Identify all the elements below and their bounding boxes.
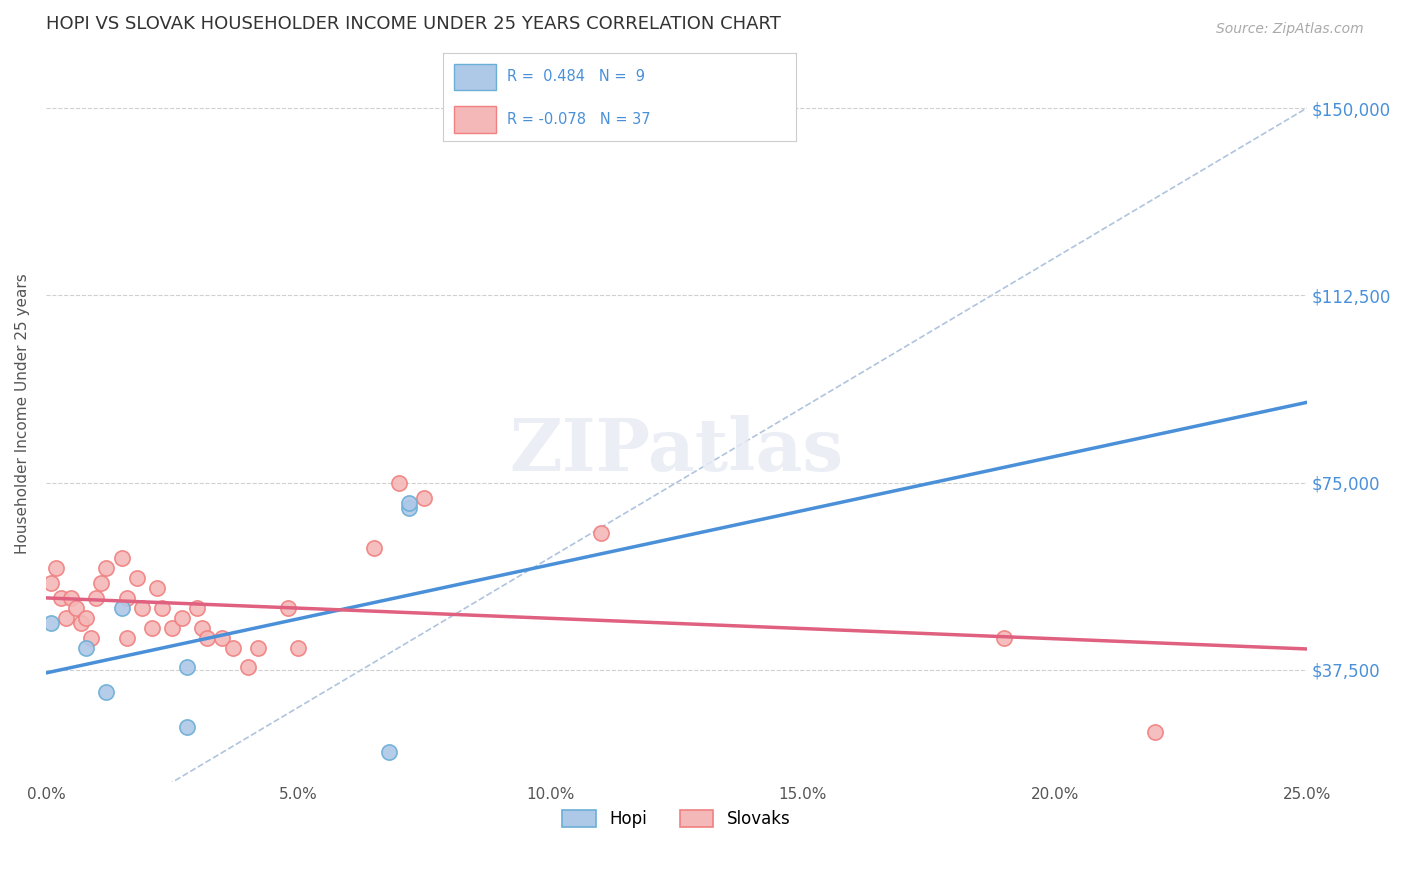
Point [993, 631, 1015, 645]
Point [60, 591, 83, 605]
Point [211, 631, 233, 645]
Point [176, 660, 198, 674]
Point [589, 525, 612, 540]
Point [398, 496, 420, 510]
Point [115, 591, 138, 605]
Point [195, 631, 218, 645]
Point [221, 640, 243, 655]
Point [413, 491, 436, 505]
Point [277, 600, 299, 615]
Point [378, 745, 401, 759]
Point [186, 600, 208, 615]
Text: HOPI VS SLOVAK HOUSEHOLDER INCOME UNDER 25 YEARS CORRELATION CHART: HOPI VS SLOVAK HOUSEHOLDER INCOME UNDER … [46, 15, 780, 33]
Point [39, 615, 62, 630]
Point [80, 631, 103, 645]
Point [111, 600, 134, 615]
Point [45, 560, 67, 574]
Point [1144, 725, 1167, 739]
Point [86, 591, 108, 605]
Point [191, 621, 214, 635]
Point [125, 571, 148, 585]
Point [39, 575, 62, 590]
Text: Source: ZipAtlas.com: Source: ZipAtlas.com [1216, 22, 1364, 37]
Point [55, 610, 77, 624]
Text: ZIPatlas: ZIPatlas [509, 416, 844, 486]
Point [176, 720, 198, 734]
Point [363, 541, 385, 555]
Point [131, 600, 153, 615]
Point [90, 575, 112, 590]
Y-axis label: Householder Income Under 25 years: Householder Income Under 25 years [15, 274, 30, 555]
Point [146, 581, 169, 595]
Legend: Hopi, Slovaks: Hopi, Slovaks [554, 802, 799, 837]
Point [388, 475, 411, 490]
Point [49, 591, 72, 605]
Point [75, 610, 97, 624]
Point [75, 640, 97, 655]
Point [96, 560, 118, 574]
Point [115, 631, 138, 645]
Point [160, 621, 183, 635]
Point [96, 685, 118, 699]
Point [172, 610, 194, 624]
Point [150, 600, 173, 615]
Point [398, 500, 420, 515]
Point [287, 640, 309, 655]
Point [236, 660, 259, 674]
Point [65, 600, 87, 615]
Point [111, 550, 134, 565]
Point [70, 615, 93, 630]
Point [141, 621, 163, 635]
Point [246, 640, 269, 655]
